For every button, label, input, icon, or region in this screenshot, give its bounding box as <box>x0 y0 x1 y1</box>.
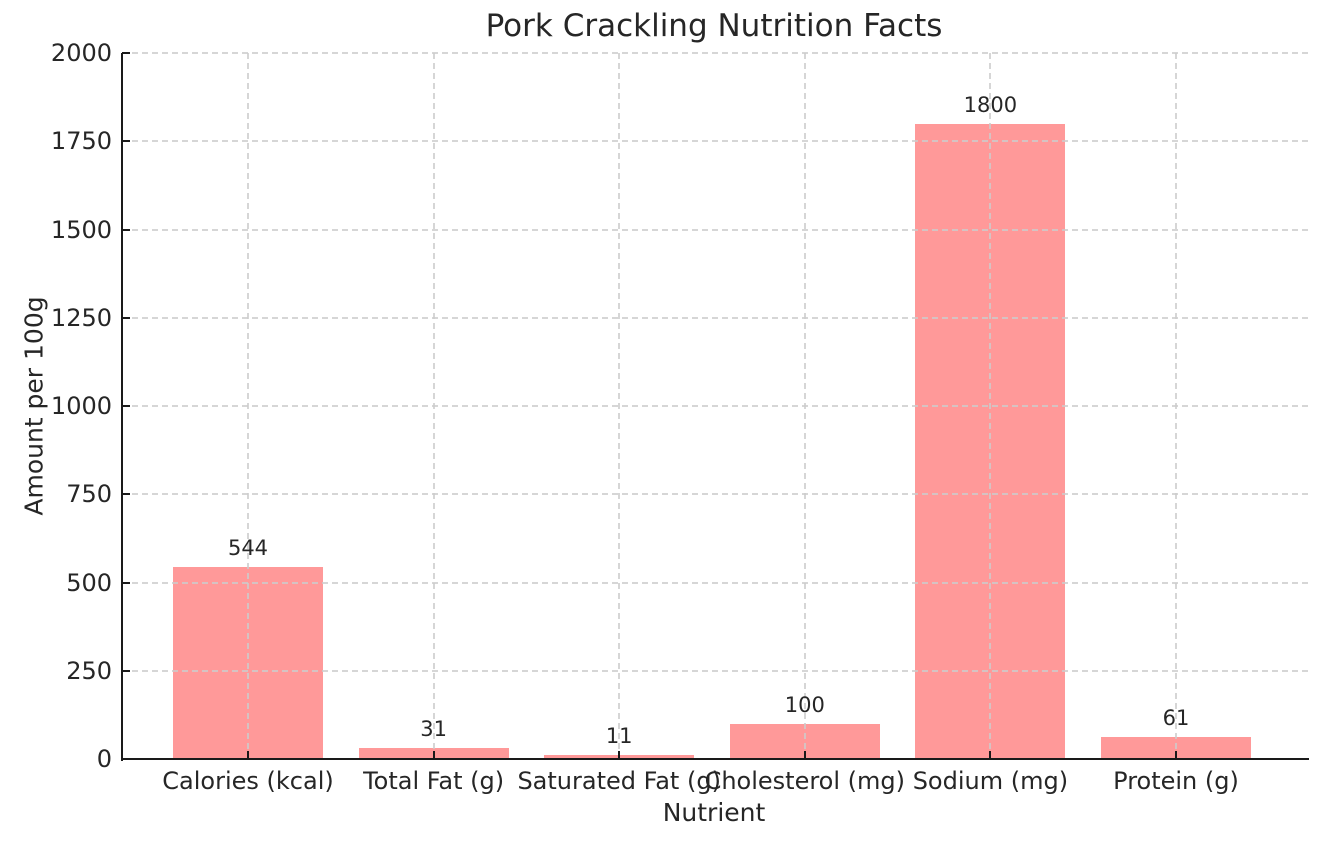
y-tick-label: 1500 <box>50 215 112 244</box>
x-tick <box>803 751 806 759</box>
x-tick-label: Total Fat (g) <box>363 767 505 795</box>
x-tick-label: Protein (g) <box>1113 767 1239 795</box>
gridline-vertical <box>1175 53 1177 759</box>
y-tick-label: 250 <box>66 656 112 685</box>
y-tick-label: 1000 <box>50 392 112 420</box>
gridline-vertical <box>989 53 992 759</box>
y-tick-label: 2000 <box>50 39 112 67</box>
y-tick-label: 1250 <box>50 303 112 332</box>
y-tick <box>122 140 130 143</box>
gridline-horizontal <box>122 52 1308 54</box>
y-tick-label: 500 <box>66 568 112 597</box>
gridline-vertical <box>247 53 249 759</box>
y-tick <box>122 52 130 54</box>
gridline-horizontal <box>122 316 1308 319</box>
gridline-horizontal <box>122 581 1308 584</box>
x-tick <box>989 751 992 759</box>
x-tick <box>618 751 621 759</box>
y-tick-label: 750 <box>66 480 112 509</box>
x-tick-label: Calories (kcal) <box>162 767 334 795</box>
x-tick-label: Sodium (mg) <box>912 767 1069 795</box>
y-tick-label: 1750 <box>50 127 112 156</box>
bar-value-label: 11 <box>605 724 633 748</box>
y-tick-label: 0 <box>96 745 112 773</box>
bar-value-label: 31 <box>420 717 447 741</box>
x-tick-label: Cholesterol (mg) <box>704 767 906 795</box>
x-tick <box>432 751 435 759</box>
x-tick <box>247 751 249 759</box>
x-tick <box>1175 751 1177 759</box>
x-tick-label: Saturated Fat (g) <box>517 767 721 795</box>
gridline-horizontal <box>122 493 1308 496</box>
x-axis-title: Nutrient <box>662 798 766 827</box>
gridline-horizontal <box>122 405 1308 407</box>
y-tick <box>122 493 130 496</box>
gridline-horizontal <box>122 140 1308 143</box>
y-axis-spine <box>121 53 123 761</box>
bar-value-label: 61 <box>1162 706 1190 730</box>
gridline-vertical <box>803 53 806 759</box>
chart-title: Pork Crackling Nutrition Facts <box>485 8 943 44</box>
gridline-vertical <box>432 53 435 759</box>
gridline-horizontal <box>122 669 1308 672</box>
y-tick <box>122 316 130 319</box>
y-tick <box>122 581 130 584</box>
bar-value-label: 1800 <box>963 93 1018 117</box>
y-tick <box>122 405 130 407</box>
bar-value-label: 100 <box>784 693 825 717</box>
bar-value-label: 544 <box>227 536 269 560</box>
y-tick <box>122 228 130 231</box>
gridline-vertical <box>618 53 621 759</box>
y-tick <box>122 669 130 672</box>
gridline-horizontal <box>122 228 1308 231</box>
x-axis-spine <box>121 758 1309 760</box>
